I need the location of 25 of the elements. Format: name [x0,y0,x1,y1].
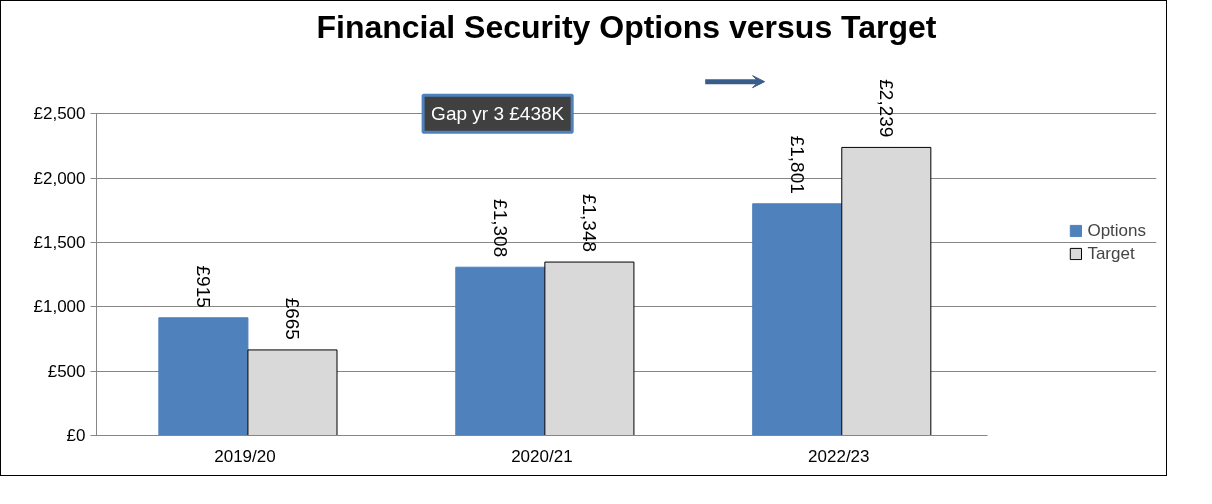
x-tick-label: 2022/23 [808,446,870,466]
legend-label: Target [1087,243,1135,264]
data-label: £665 [281,297,303,340]
data-label: £2,239 [875,79,897,138]
data-label: £915 [192,265,214,308]
chart-title: Financial Security Options versus Target [316,8,937,45]
y-tick-label: £2,000 [33,168,86,188]
y-tick-label: £500 [47,361,86,381]
bar [455,266,546,436]
data-label: £1,348 [578,193,600,253]
data-label: £1,801 [786,135,808,194]
x-tick-label: 2020/21 [511,446,573,466]
bar [544,261,635,436]
y-tick-label: £0 [66,426,86,445]
bar [752,203,843,436]
annotation: Gap yr 3 £438K [431,103,565,125]
x-tick-label: 2019/20 [214,446,276,466]
bar [247,349,338,436]
bar [841,146,932,436]
bar [158,317,249,436]
legend-label: Options [1087,220,1146,241]
data-label: £1,308 [489,199,511,258]
y-tick-label: £1,500 [33,233,86,252]
y-tick-label: £2,500 [33,104,86,124]
y-tick-label: £1,000 [33,297,86,317]
